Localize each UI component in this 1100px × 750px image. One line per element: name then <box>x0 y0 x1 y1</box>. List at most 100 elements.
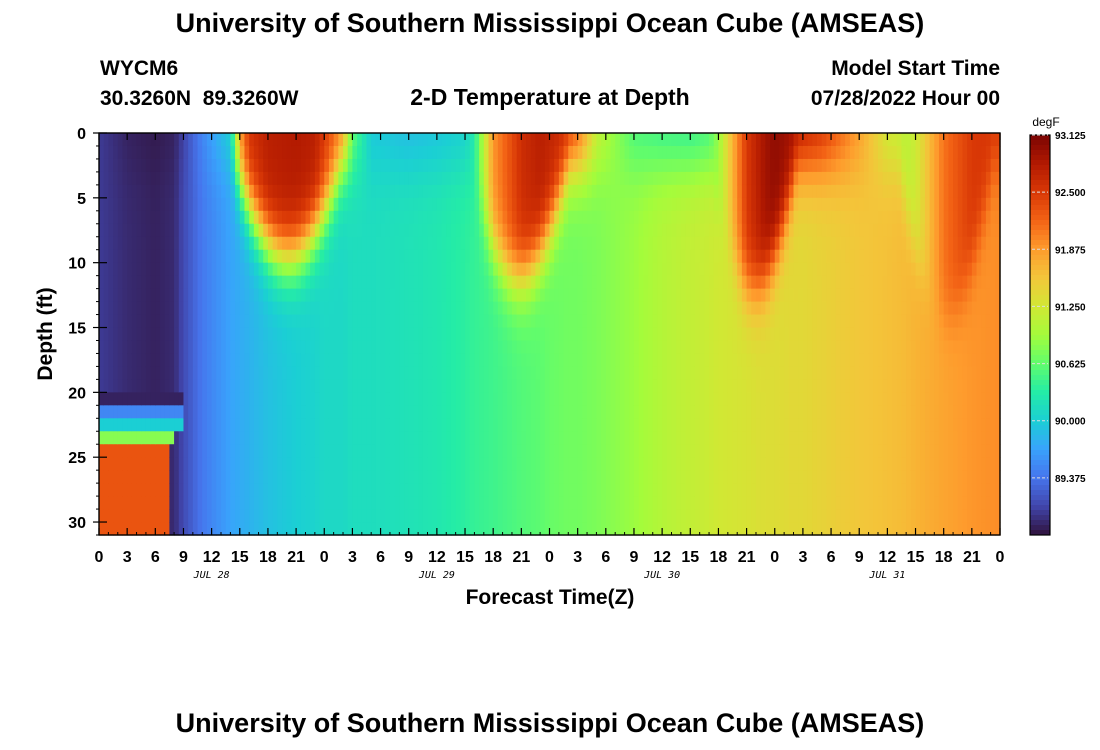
heatmap-cell <box>591 509 598 523</box>
heatmap-cell <box>141 314 147 329</box>
heatmap-cell <box>108 210 114 225</box>
heatmap-cell <box>577 522 583 536</box>
heatmap-cell <box>235 158 241 173</box>
heatmap-cell <box>709 145 715 160</box>
heatmap-cell <box>206 483 213 497</box>
heatmap-cell <box>343 496 349 510</box>
heatmap-cell <box>192 171 199 186</box>
heatmap-cell <box>666 249 673 264</box>
heatmap-cell <box>751 431 757 445</box>
heatmap-cell <box>319 262 325 277</box>
heatmap-cell <box>577 184 583 199</box>
heatmap-cell <box>258 145 264 160</box>
heatmap-cell <box>150 275 156 290</box>
heatmap-cell <box>155 133 161 147</box>
heatmap-cell <box>319 366 325 380</box>
heatmap-cell <box>788 327 795 342</box>
heatmap-cell <box>136 522 142 536</box>
heatmap-cell <box>760 249 766 264</box>
heatmap-cell <box>136 171 142 186</box>
heatmap-cell <box>258 379 264 393</box>
heatmap-cell <box>582 405 588 419</box>
heatmap-cell <box>380 262 386 277</box>
heatmap-cell <box>680 314 687 329</box>
heatmap-cell <box>497 158 504 173</box>
heatmap-cell <box>465 366 471 380</box>
heatmap-cell <box>760 133 766 147</box>
heatmap-cell <box>216 418 222 432</box>
heatmap-cell <box>624 457 630 471</box>
heatmap-cell <box>399 340 405 355</box>
heatmap-cell <box>497 210 504 225</box>
heatmap-cell <box>624 340 630 355</box>
heatmap-cell <box>394 262 400 277</box>
heatmap-cell <box>361 133 368 147</box>
heatmap-cell <box>680 392 687 406</box>
heatmap-cell <box>282 366 288 380</box>
heatmap-cell <box>432 444 438 458</box>
heatmap-cell <box>113 366 119 380</box>
heatmap-cell <box>807 457 813 471</box>
heatmap-cell <box>694 457 701 471</box>
heatmap-cell <box>258 158 264 173</box>
heatmap-cell <box>253 496 260 510</box>
heatmap-cell <box>366 133 372 147</box>
heatmap-cell <box>816 470 823 484</box>
heatmap-cell <box>113 158 119 173</box>
heatmap-cell <box>164 184 170 199</box>
heatmap-cell <box>155 392 161 406</box>
heatmap-cell <box>699 431 705 445</box>
heatmap-cell <box>568 158 574 173</box>
heatmap-cell <box>605 288 612 303</box>
heatmap-cell <box>802 197 809 212</box>
heatmap-cell <box>521 509 527 523</box>
heatmap-cell <box>601 431 607 445</box>
heatmap-cell <box>727 223 734 238</box>
heatmap-cell <box>502 145 508 160</box>
heatmap-cell <box>802 275 809 290</box>
heatmap-cell <box>422 314 429 329</box>
heatmap-cell <box>385 158 391 173</box>
heatmap-cell <box>141 145 147 160</box>
heatmap-cell <box>328 418 335 432</box>
heatmap-cell <box>441 457 447 471</box>
heatmap-cell <box>474 327 480 342</box>
heatmap-cell <box>760 418 766 432</box>
heatmap-cell <box>343 236 349 251</box>
heatmap-cell <box>760 509 766 523</box>
heatmap-cell <box>737 509 743 523</box>
heatmap-cell <box>840 496 846 510</box>
heatmap-cell <box>99 236 105 251</box>
heatmap-cell <box>380 133 386 147</box>
heatmap-cell <box>558 431 565 445</box>
heatmap-cell <box>328 288 335 303</box>
heatmap-cell <box>258 392 264 406</box>
heatmap-cell <box>619 236 626 251</box>
heatmap-cell <box>99 275 105 290</box>
heatmap-cell <box>540 301 546 316</box>
heatmap-cell <box>502 509 508 523</box>
heatmap-cell <box>460 327 466 342</box>
heatmap-cell <box>643 444 649 458</box>
heatmap-cell <box>197 418 203 432</box>
heatmap-cell <box>296 236 302 251</box>
heatmap-cell <box>225 314 231 329</box>
heatmap-cell <box>788 392 795 406</box>
heatmap-cell <box>737 249 743 264</box>
heatmap-cell <box>455 184 461 199</box>
heatmap-cell <box>493 431 499 445</box>
heatmap-cell <box>784 210 790 225</box>
heatmap-cell <box>690 249 696 264</box>
heatmap-cell <box>723 301 729 316</box>
heatmap-cell <box>113 262 119 277</box>
heatmap-cell <box>652 457 659 471</box>
heatmap-cell <box>310 444 316 458</box>
heatmap-cell <box>136 353 142 368</box>
heatmap-cell <box>371 418 377 432</box>
heatmap-cell <box>516 236 522 251</box>
heatmap-cell <box>108 197 114 212</box>
heatmap-cell <box>793 145 799 160</box>
heatmap-cell <box>596 133 602 147</box>
heatmap-cell <box>845 509 851 523</box>
heatmap-cell <box>507 262 513 277</box>
